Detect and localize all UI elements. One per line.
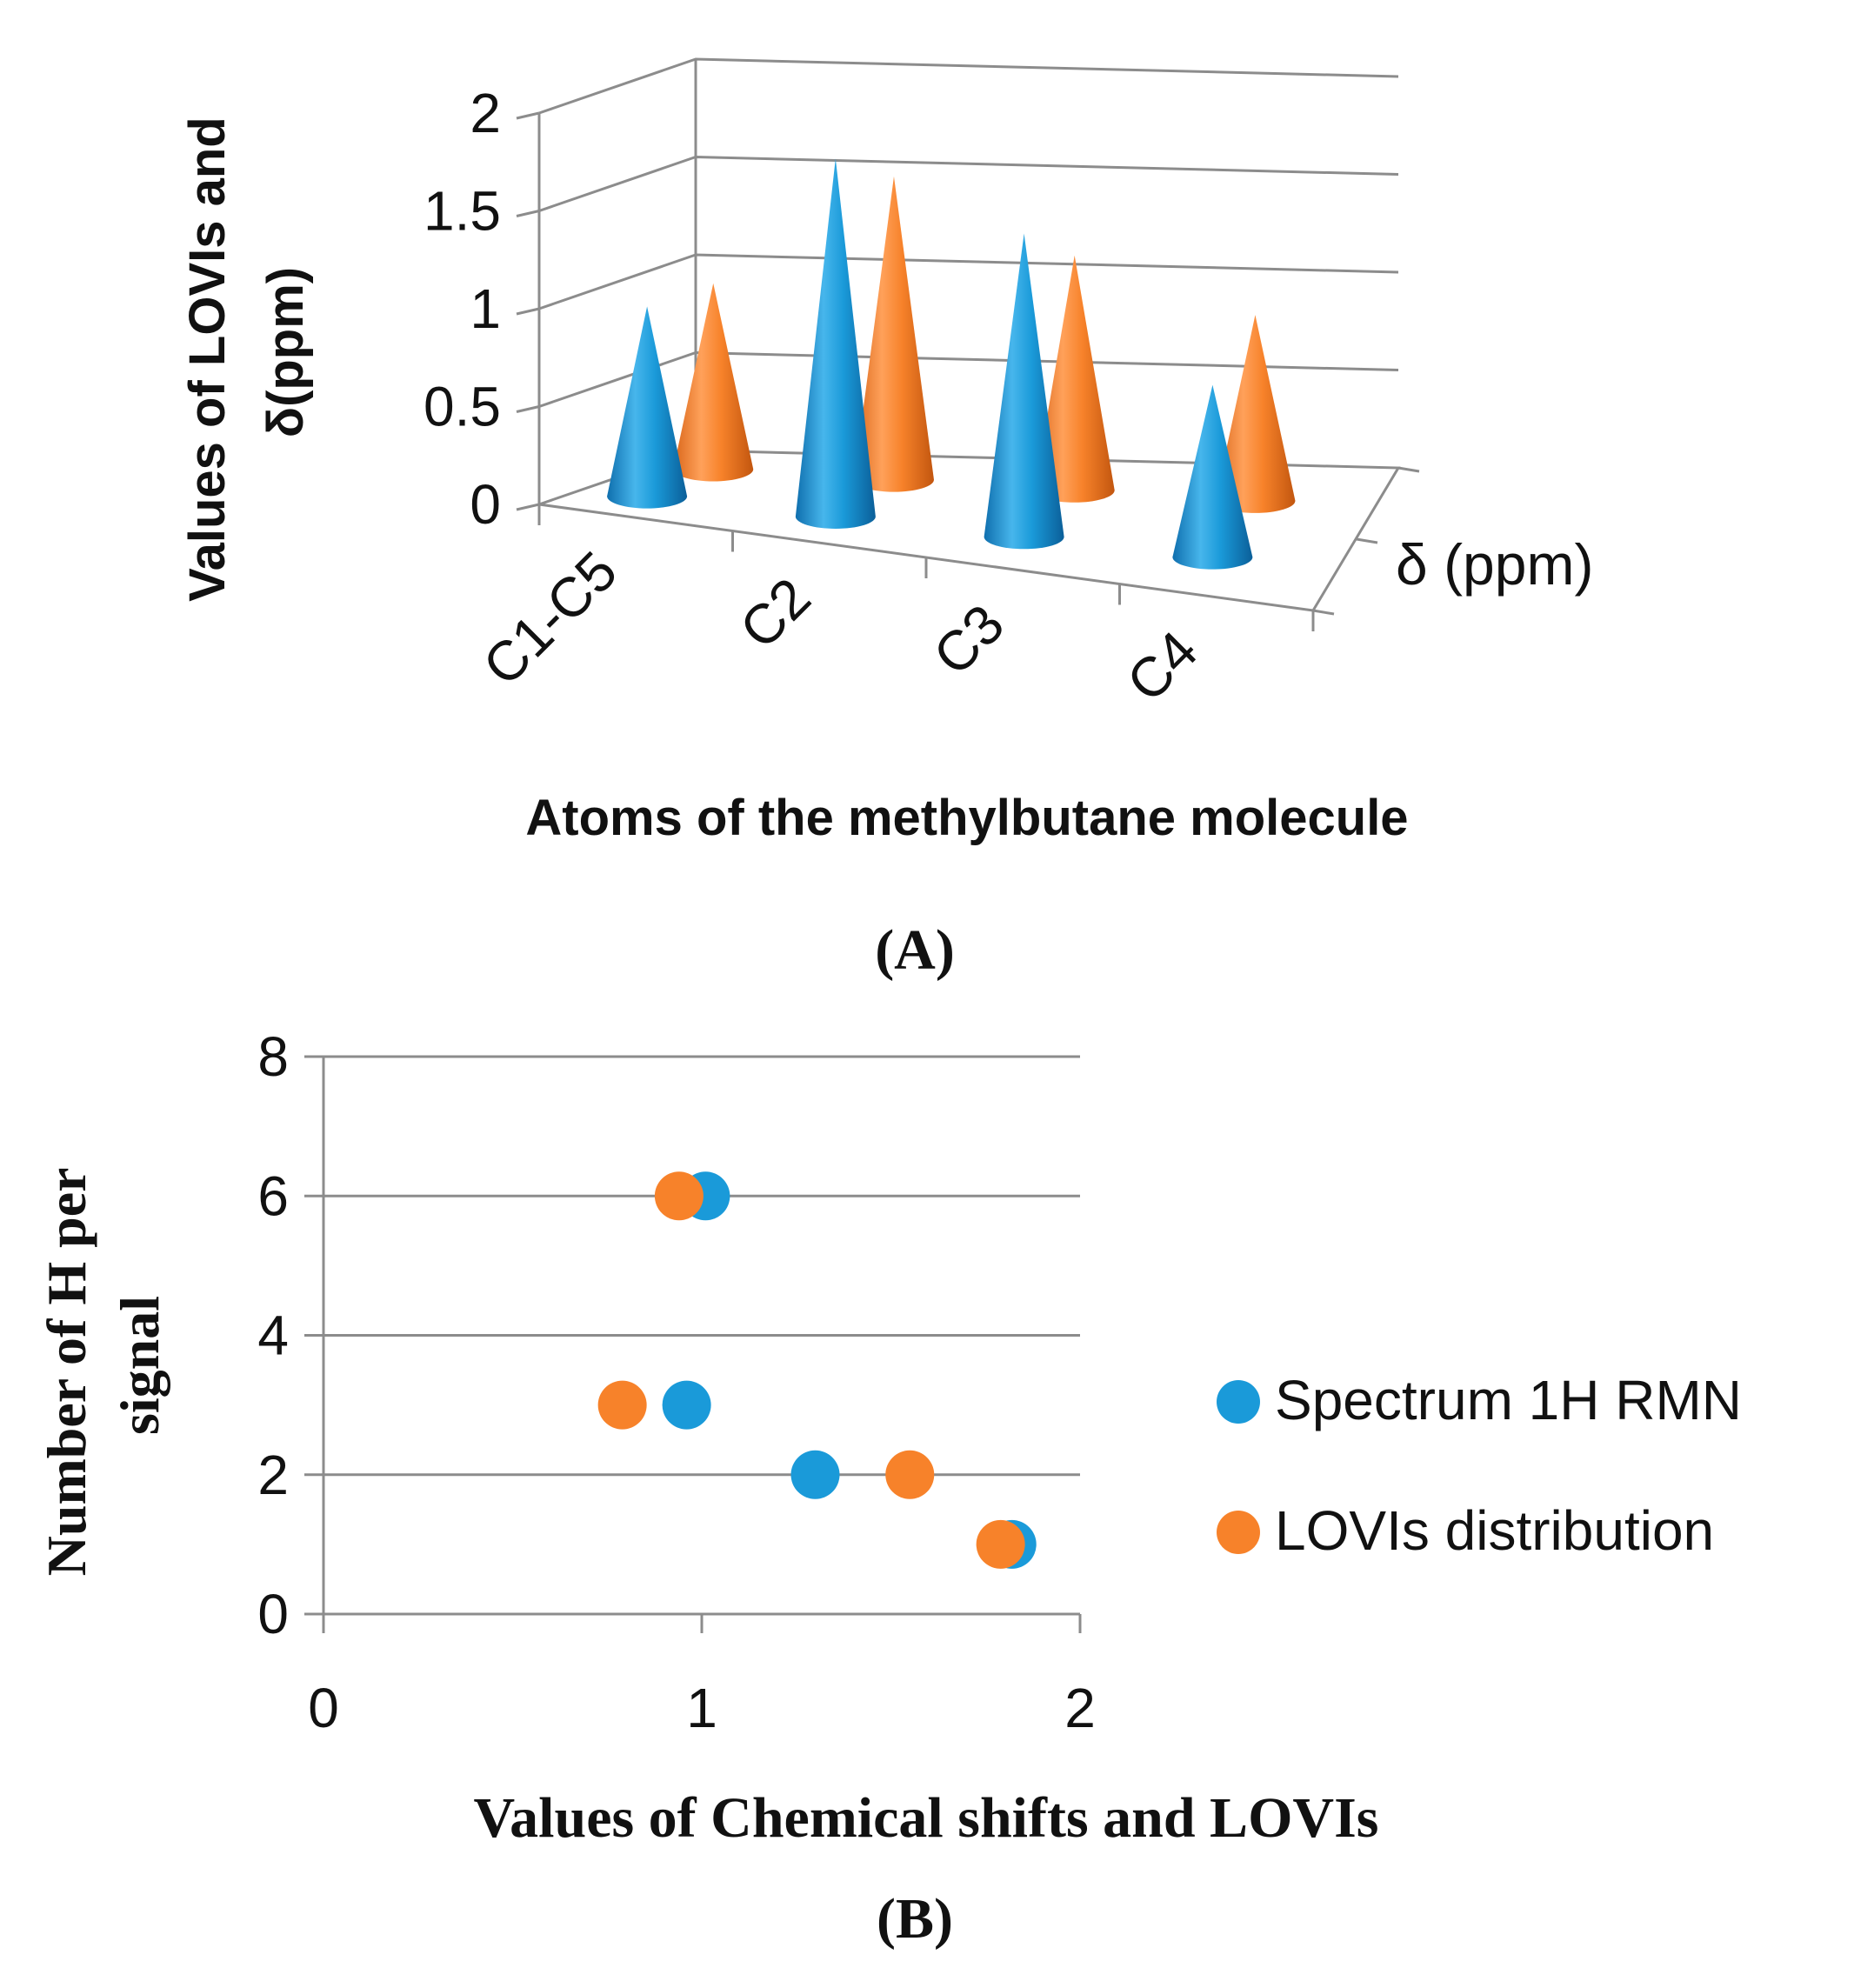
- chart-b-y-axis-title-line-1: Number of H per: [36, 1168, 97, 1576]
- chart-a-y-axis-title-line-2: δ(ppm): [257, 267, 314, 437]
- chart-b-x-tick-labels: 0 1 2: [308, 1677, 1096, 1739]
- chart-a-cone-body: [795, 158, 876, 529]
- chart-a-depth-label: δ (ppm): [1396, 532, 1593, 597]
- chart-b-y-tick-labels: 0 2 4 6 8: [257, 1025, 289, 1645]
- chart-a-x-tick-label: C3: [921, 592, 1016, 687]
- chart-a-y-tick-mark: [516, 503, 540, 511]
- chart-a-y-tick-label: 0: [470, 473, 501, 536]
- chart-a-y-tick-mark: [516, 210, 540, 217]
- chart-a-y-axis-title-line-1: Values of LOVIs and: [179, 117, 236, 602]
- chart-a-walls: [537, 59, 1401, 612]
- chart-b-points: [597, 1171, 1037, 1569]
- legend-label-spectrum: Spectrum 1H RMN: [1275, 1369, 1742, 1431]
- panel-label-a: (A): [875, 918, 955, 982]
- panel-label-b: (B): [877, 1887, 953, 1951]
- chart-b-scatter: 0 2 4 6 8 0 1 2 Number of H per signal Values …: [36, 1025, 1742, 1850]
- chart-b-legend: Spectrum 1H RMN LOVIs distribution: [1217, 1369, 1742, 1562]
- chart-a-3d-cones: 0 0.5 1 1.5 2 C1-C5 C2 C3 C4 δ (ppm) Values of …: [179, 57, 1593, 846]
- chart-b-point-lovis: [885, 1450, 935, 1499]
- chart-a-x-tick-labels: C1-C5 C2 C3 C4: [470, 539, 1209, 713]
- legend-marker-lovis: [1217, 1511, 1260, 1554]
- chart-b-point-spectrum: [790, 1450, 840, 1499]
- chart-b-y-tick-label: 6: [257, 1164, 289, 1227]
- chart-a-y-tick-mark: [516, 307, 540, 316]
- chart-a-gridlines: [516, 57, 1420, 631]
- chart-a-y-tick-labels: 0 0.5 1 1.5 2: [423, 82, 501, 536]
- chart-a-cone: [984, 233, 1064, 550]
- chart-b-y-tick-label: 4: [257, 1304, 289, 1367]
- chart-b-point-lovis: [654, 1171, 704, 1221]
- chart-a-cone: [795, 158, 876, 529]
- legend-label-lovis: LOVIs distribution: [1275, 1499, 1714, 1562]
- chart-b-y-axis-title: Number of H per signal: [36, 1155, 170, 1577]
- chart-a-x-axis-title: Atoms of the methylbutane molecule: [525, 790, 1408, 846]
- chart-a-cone-body: [673, 283, 754, 482]
- chart-a-cone: [673, 283, 754, 482]
- chart-b-point-lovis: [976, 1519, 1025, 1569]
- chart-a-cone-body: [607, 306, 688, 509]
- chart-a-y-tick-label: 0.5: [423, 376, 501, 438]
- chart-a-x-tick-label: C2: [728, 566, 823, 661]
- chart-a-y-tick-label: 2: [470, 82, 501, 144]
- chart-b-gridlines: [304, 1055, 1082, 1633]
- chart-b-y-tick-label: 2: [257, 1444, 289, 1506]
- chart-a-y-axis-title: Values of LOVIs and δ(ppm): [179, 103, 314, 602]
- chart-a-depth-tick-mark: [1397, 466, 1420, 473]
- chart-a-cone-body: [984, 233, 1064, 550]
- chart-a-x-tick-label: C4: [1115, 619, 1210, 714]
- chart-a-x-tick-label: C1-C5: [470, 539, 629, 697]
- chart-a-y-tick-mark: [516, 405, 540, 413]
- chart-a-cone: [1172, 384, 1253, 570]
- chart-a-gridline: [538, 155, 1399, 212]
- chart-b-x-tick-label: 0: [308, 1677, 339, 1739]
- chart-b-y-axis-title-line-2: signal: [109, 1296, 170, 1435]
- chart-a-cone-body: [853, 176, 934, 492]
- chart-b-point-lovis: [597, 1380, 647, 1430]
- chart-a-gridline: [538, 253, 1399, 310]
- chart-b-y-tick-label: 8: [257, 1025, 289, 1088]
- chart-a-depth-tick-mark: [1312, 609, 1335, 616]
- chart-a-cone: [1034, 255, 1115, 503]
- chart-a-cone-body: [1172, 384, 1253, 570]
- chart-a-y-tick-label: 1.5: [423, 180, 501, 243]
- chart-b-y-tick-label: 0: [257, 1583, 289, 1645]
- chart-b-point-spectrum: [662, 1380, 711, 1430]
- legend-marker-spectrum: [1217, 1380, 1260, 1424]
- chart-a-cone: [853, 176, 934, 492]
- chart-a-cone-body: [1034, 255, 1115, 503]
- chart-b-x-tick-label: 2: [1064, 1677, 1096, 1739]
- chart-a-y-tick-label: 1: [470, 277, 501, 340]
- chart-b-x-tick-label: 1: [686, 1677, 717, 1739]
- chart-a-cone: [607, 306, 688, 509]
- chart-a-gridline: [538, 350, 1399, 408]
- chart-a-cone-body: [1215, 315, 1296, 513]
- chart-a-depth-tick-mark: [1356, 537, 1378, 544]
- chart-b-x-axis-title: Values of Chemical shifts and LOVIs: [474, 1786, 1379, 1850]
- chart-a-y-tick-mark: [516, 111, 540, 120]
- chart-a-gridline: [538, 57, 1399, 115]
- chart-a-cones: [607, 158, 1296, 570]
- chart-a-cone: [1215, 315, 1296, 513]
